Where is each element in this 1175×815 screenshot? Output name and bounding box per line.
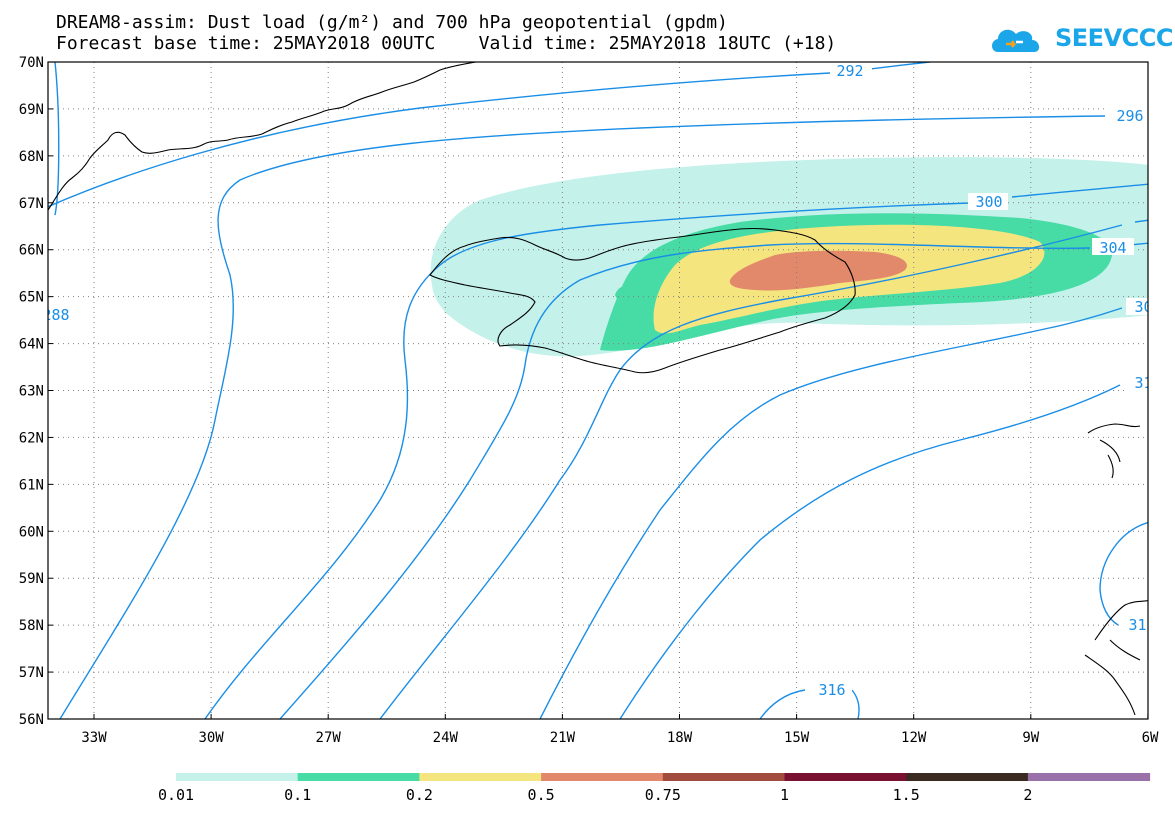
legend-swatch — [297, 773, 420, 781]
lat-tick-label: 60N — [19, 524, 44, 540]
legend: 0.01 0.1 0.2 0.5 0.75 1 1.5 2 — [158, 773, 1151, 804]
contour-line-292 — [54, 62, 60, 216]
lat-tick-label: 65N — [19, 290, 44, 306]
contour-line-296 — [59, 115, 1106, 719]
legend-swatch — [784, 773, 907, 781]
map-subtitle: Forecast base time: 25MAY2018 00UTC Vali… — [56, 33, 837, 54]
contour-line-292 — [869, 62, 931, 70]
lon-tick-label: 12W — [901, 730, 927, 746]
legend-swatch — [1027, 773, 1151, 781]
lat-tick-label: 59N — [19, 571, 44, 587]
contour-label: 288 — [42, 306, 69, 324]
contour-line-316 — [759, 689, 806, 719]
lat-tick-label: 66N — [19, 243, 44, 259]
contour-label: 316 — [1128, 616, 1155, 634]
legend-label: 0.75 — [645, 786, 681, 804]
contour-line-300 — [1011, 183, 1148, 198]
contour-line-308 — [379, 224, 1123, 719]
iceland-coast — [429, 227, 856, 374]
plot-area: 292 296 300 304 308 312 316 316 288 — [42, 62, 1161, 719]
lat-tick-label: 58N — [19, 618, 44, 634]
faroe-shetland-coast — [1087, 423, 1141, 479]
lon-tick-label: 33W — [81, 730, 107, 746]
legend-label: 2 — [1023, 786, 1032, 804]
lat-tick-label: 68N — [19, 149, 44, 165]
lat-tick-label: 56N — [19, 712, 44, 728]
map-title: DREAM8-assim: Dust load (g/m²) and 700 h… — [56, 12, 728, 33]
scotland-coast — [1084, 599, 1148, 716]
greenland-coast — [48, 62, 477, 211]
lat-tick-label: 64N — [19, 337, 44, 353]
contour-line-292 — [48, 72, 831, 208]
legend-label: 1 — [780, 786, 789, 804]
legend-label: 0.5 — [528, 786, 555, 804]
contour-label-group: 292 296 300 304 308 312 316 316 288 — [42, 62, 1161, 699]
lat-tick-label: 61N — [19, 477, 44, 493]
legend-swatch — [662, 773, 785, 781]
legend-label: 0.1 — [284, 786, 311, 804]
lon-tick-label: 18W — [667, 730, 693, 746]
legend-label: 1.5 — [893, 786, 920, 804]
geopotential-contours — [48, 62, 1148, 719]
contour-label: 296 — [1116, 107, 1143, 125]
legend-label: 0.2 — [406, 786, 433, 804]
lon-tick-label: 9W — [1022, 730, 1039, 746]
lat-tick-label: 62N — [19, 430, 44, 446]
lat-tick-label: 69N — [19, 102, 44, 118]
lat-tick-label: 57N — [19, 665, 44, 681]
legend-label: 0.01 — [158, 786, 194, 804]
lat-tick-label: 70N — [19, 55, 44, 71]
contour-line-316 — [851, 689, 860, 719]
latitude-axis: 70N 69N 68N 67N 66N 65N 64N 63N 62N 61N 60N 59N 58N 5… — [19, 55, 53, 728]
contour-line-300 — [204, 202, 971, 719]
contour-label: 300 — [975, 193, 1002, 211]
contour-line-316 — [1099, 521, 1148, 626]
longitude-axis: 33W 30W 27W 24W 21W 18W 15W 12W 9W 6W — [81, 714, 1159, 746]
lon-tick-label: 24W — [433, 730, 459, 746]
contour-line-312 — [539, 307, 1123, 719]
dust-region-0.5 — [729, 250, 907, 291]
coastlines — [48, 62, 1148, 716]
lon-tick-label: 6W — [1142, 730, 1159, 746]
contour-label: 316 — [818, 681, 845, 699]
lat-tick-label: 67N — [19, 196, 44, 212]
lon-tick-label: 30W — [198, 730, 224, 746]
contour-label: 292 — [836, 62, 863, 80]
legend-swatch — [419, 773, 542, 781]
contour-line-304 — [279, 242, 1091, 719]
logo-text: SEEVCCC — [1055, 24, 1174, 52]
contour-line-312b — [619, 384, 1121, 719]
contour-label: 312 — [1134, 374, 1161, 392]
lat-tick-label: 63N — [19, 384, 44, 400]
contour-label: 308 — [1134, 298, 1161, 316]
lon-tick-label: 21W — [550, 730, 576, 746]
legend-swatch — [541, 773, 664, 781]
lon-tick-label: 27W — [316, 730, 342, 746]
legend-swatch — [906, 773, 1029, 781]
legend-swatch — [176, 773, 299, 781]
gridlines — [48, 62, 1148, 719]
cloud-icon — [992, 29, 1040, 52]
contour-label: 304 — [1099, 239, 1126, 257]
lon-tick-label: 15W — [784, 730, 810, 746]
